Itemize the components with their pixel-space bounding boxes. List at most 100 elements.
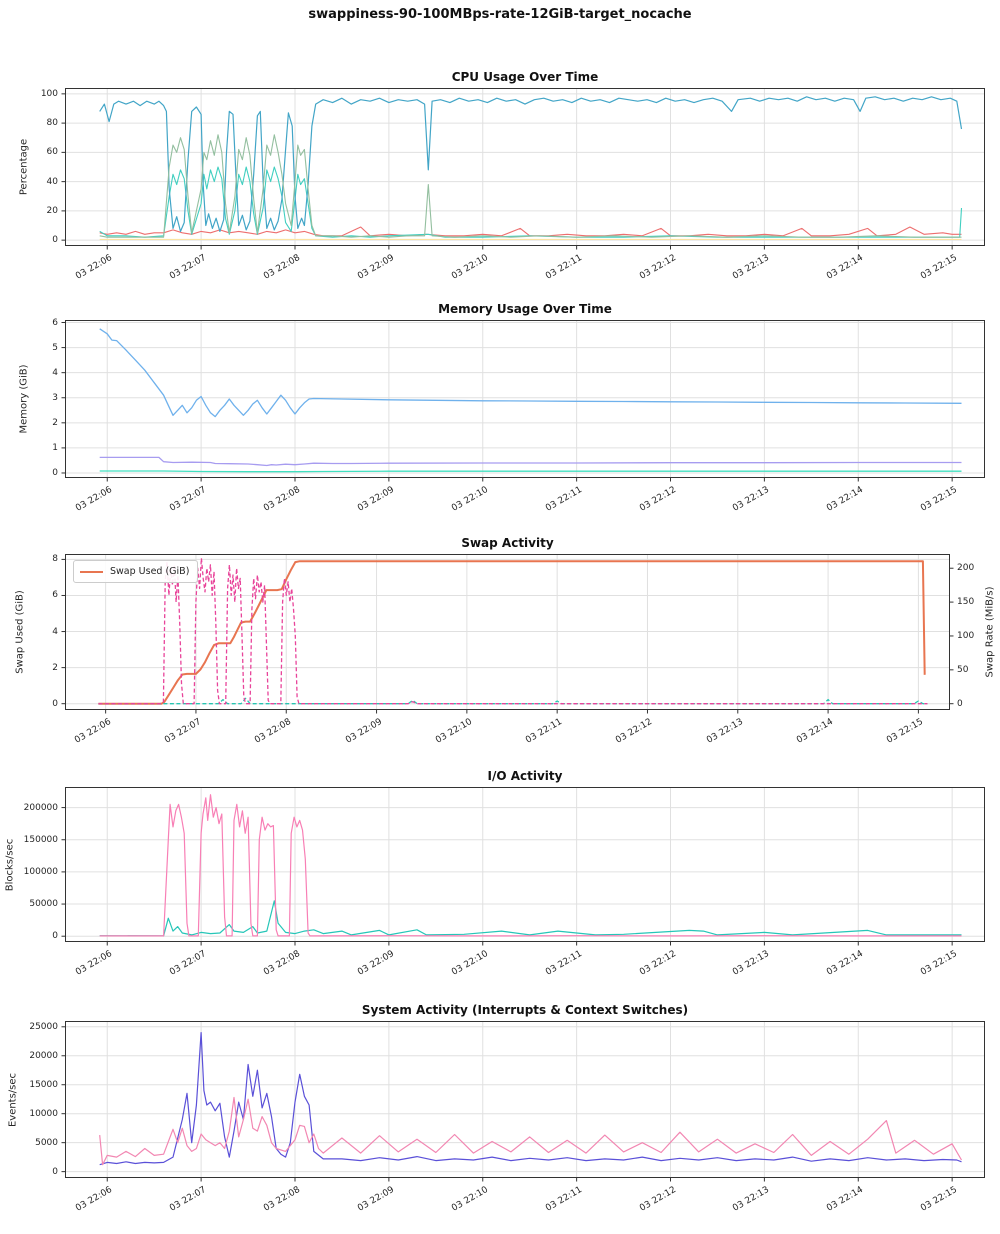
y-tick-label: 4 (52, 626, 58, 637)
series-group (99, 96, 963, 240)
x-tick-label: 03 22:14 (825, 1185, 866, 1214)
x-tick-label: 03 22:10 (449, 949, 490, 978)
x-tick-label: 03 22:07 (163, 717, 203, 746)
y-tick-label: 6 (52, 317, 58, 328)
plot-border (65, 320, 985, 478)
x-tick-label: 03 22:11 (543, 253, 584, 282)
series-group (99, 328, 962, 473)
y-tick-label: 0 (52, 698, 58, 709)
y-tick-label: 8 (52, 554, 58, 565)
y-tick-label: 5 (52, 342, 58, 353)
chart-title-memory-usage: Memory Usage Over Time (438, 302, 612, 316)
series-line-free-memory (99, 328, 962, 418)
y-tick-label: 60 (46, 147, 58, 158)
series-line-blocks-out (99, 794, 962, 937)
x-tick-label: 03 22:11 (543, 485, 584, 514)
x-tick-label: 03 22:07 (168, 1185, 209, 1214)
tick-marks (61, 807, 953, 946)
y-tick-label-right: 150 (957, 597, 975, 608)
x-tick-label: 03 22:14 (795, 717, 836, 746)
series-line-buffer-memory (99, 470, 962, 473)
y-tick-label: 80 (46, 118, 58, 129)
x-tick-label: 03 22:15 (885, 717, 926, 746)
gridlines (65, 320, 985, 478)
chart-title-swap-activity: Swap Activity (461, 536, 554, 550)
x-tick-label: 03 22:12 (637, 253, 678, 282)
y-axis-label-io-activity: Blocks/sec (4, 838, 16, 891)
y-tick-label: 20000 (29, 1050, 58, 1061)
y-tick-label: 15000 (29, 1079, 58, 1090)
series-line-swap-out-mib-s (98, 557, 928, 705)
tick-marks (61, 322, 953, 482)
gridlines (65, 1021, 985, 1178)
series-line-interrupts-sec (99, 1032, 962, 1166)
legend-label: Swap Used (GiB) (110, 566, 190, 577)
gridlines (65, 787, 985, 942)
series-group (99, 794, 962, 937)
x-tick-label: 03 22:06 (74, 485, 115, 514)
x-tick-label: 03 22:11 (543, 1185, 584, 1214)
x-tick-label: 03 22:07 (168, 253, 209, 282)
y-tick-label: 6 (52, 590, 58, 601)
x-tick-label: 03 22:09 (343, 717, 384, 746)
x-tick-label: 03 22:10 (434, 717, 474, 746)
chart-title-system-activity: System Activity (Interrupts & Context Sw… (361, 1003, 689, 1017)
page-title: swappiness-90-100MBps-rate-12GiB-target_… (308, 7, 692, 22)
legend-entry-swap-used-gib: Swap Used (GiB) (80, 564, 189, 579)
x-tick-label: 03 22:09 (356, 485, 396, 514)
x-tick-label: 03 22:06 (74, 949, 115, 978)
plot-border (65, 787, 985, 942)
y-tick-label: 0 (52, 467, 58, 478)
y-tick-label: 1 (52, 442, 58, 453)
series-line-swap-in-mib-s (98, 697, 928, 705)
y-tick-label: 2 (52, 417, 58, 428)
y-tick-label: 20 (46, 205, 58, 216)
plot-border (65, 88, 985, 246)
plot-border (65, 1021, 985, 1178)
x-tick-label: 03 22:13 (731, 949, 772, 978)
y-tick-label: 0 (52, 1166, 58, 1177)
tick-marks (61, 93, 953, 250)
series-line-context-switches-sec (99, 1096, 963, 1166)
x-tick-label: 03 22:09 (356, 1185, 396, 1214)
x-tick-label: 03 22:10 (449, 1185, 490, 1214)
x-tick-label: 03 22:11 (524, 717, 565, 746)
series-line-user (99, 226, 962, 237)
series-group (98, 557, 928, 705)
y-tick-label-right: 50 (957, 664, 969, 675)
x-tick-label: 03 22:08 (262, 253, 302, 282)
x-tick-label: 03 22:14 (825, 485, 866, 514)
y-tick-label: 0 (52, 931, 58, 942)
plot-area-system-activity (61, 1021, 985, 1182)
x-tick-label: 03 22:08 (262, 1185, 302, 1214)
y-tick-label: 3 (52, 392, 58, 403)
y-tick-label: 4 (52, 367, 58, 378)
x-tick-label: 03 22:08 (262, 485, 302, 514)
y-tick-label: 10000 (29, 1108, 58, 1119)
x-tick-label: 03 22:15 (919, 949, 960, 978)
x-tick-label: 03 22:15 (919, 1185, 960, 1214)
x-tick-label: 03 22:09 (356, 949, 396, 978)
y-tick-label: 150000 (23, 834, 58, 845)
y-tick-label-right: 0 (957, 698, 963, 709)
plot-area-memory-usage (61, 320, 985, 482)
series-group (99, 1032, 963, 1166)
legend-swatch-line (80, 570, 103, 573)
x-tick-label: 03 22:15 (919, 253, 960, 282)
x-tick-label: 03 22:06 (74, 1185, 115, 1214)
x-tick-label: 03 22:12 (637, 485, 678, 514)
x-tick-label: 03 22:06 (74, 253, 115, 282)
y-tick-label-right: 100 (957, 630, 975, 641)
y-tick-label: 100000 (23, 866, 58, 877)
x-tick-label: 03 22:13 (731, 253, 772, 282)
tick-marks (61, 558, 954, 714)
chart-title-cpu-usage: CPU Usage Over Time (451, 70, 599, 84)
x-tick-label: 03 22:13 (731, 485, 772, 514)
x-tick-label: 03 22:08 (262, 949, 302, 978)
y-tick-label: 200000 (23, 802, 58, 813)
x-tick-label: 03 22:14 (825, 949, 866, 978)
y-tick-label: 100 (40, 88, 58, 99)
x-tick-label: 03 22:12 (637, 949, 678, 978)
plot-area-swap-activity (61, 554, 954, 714)
